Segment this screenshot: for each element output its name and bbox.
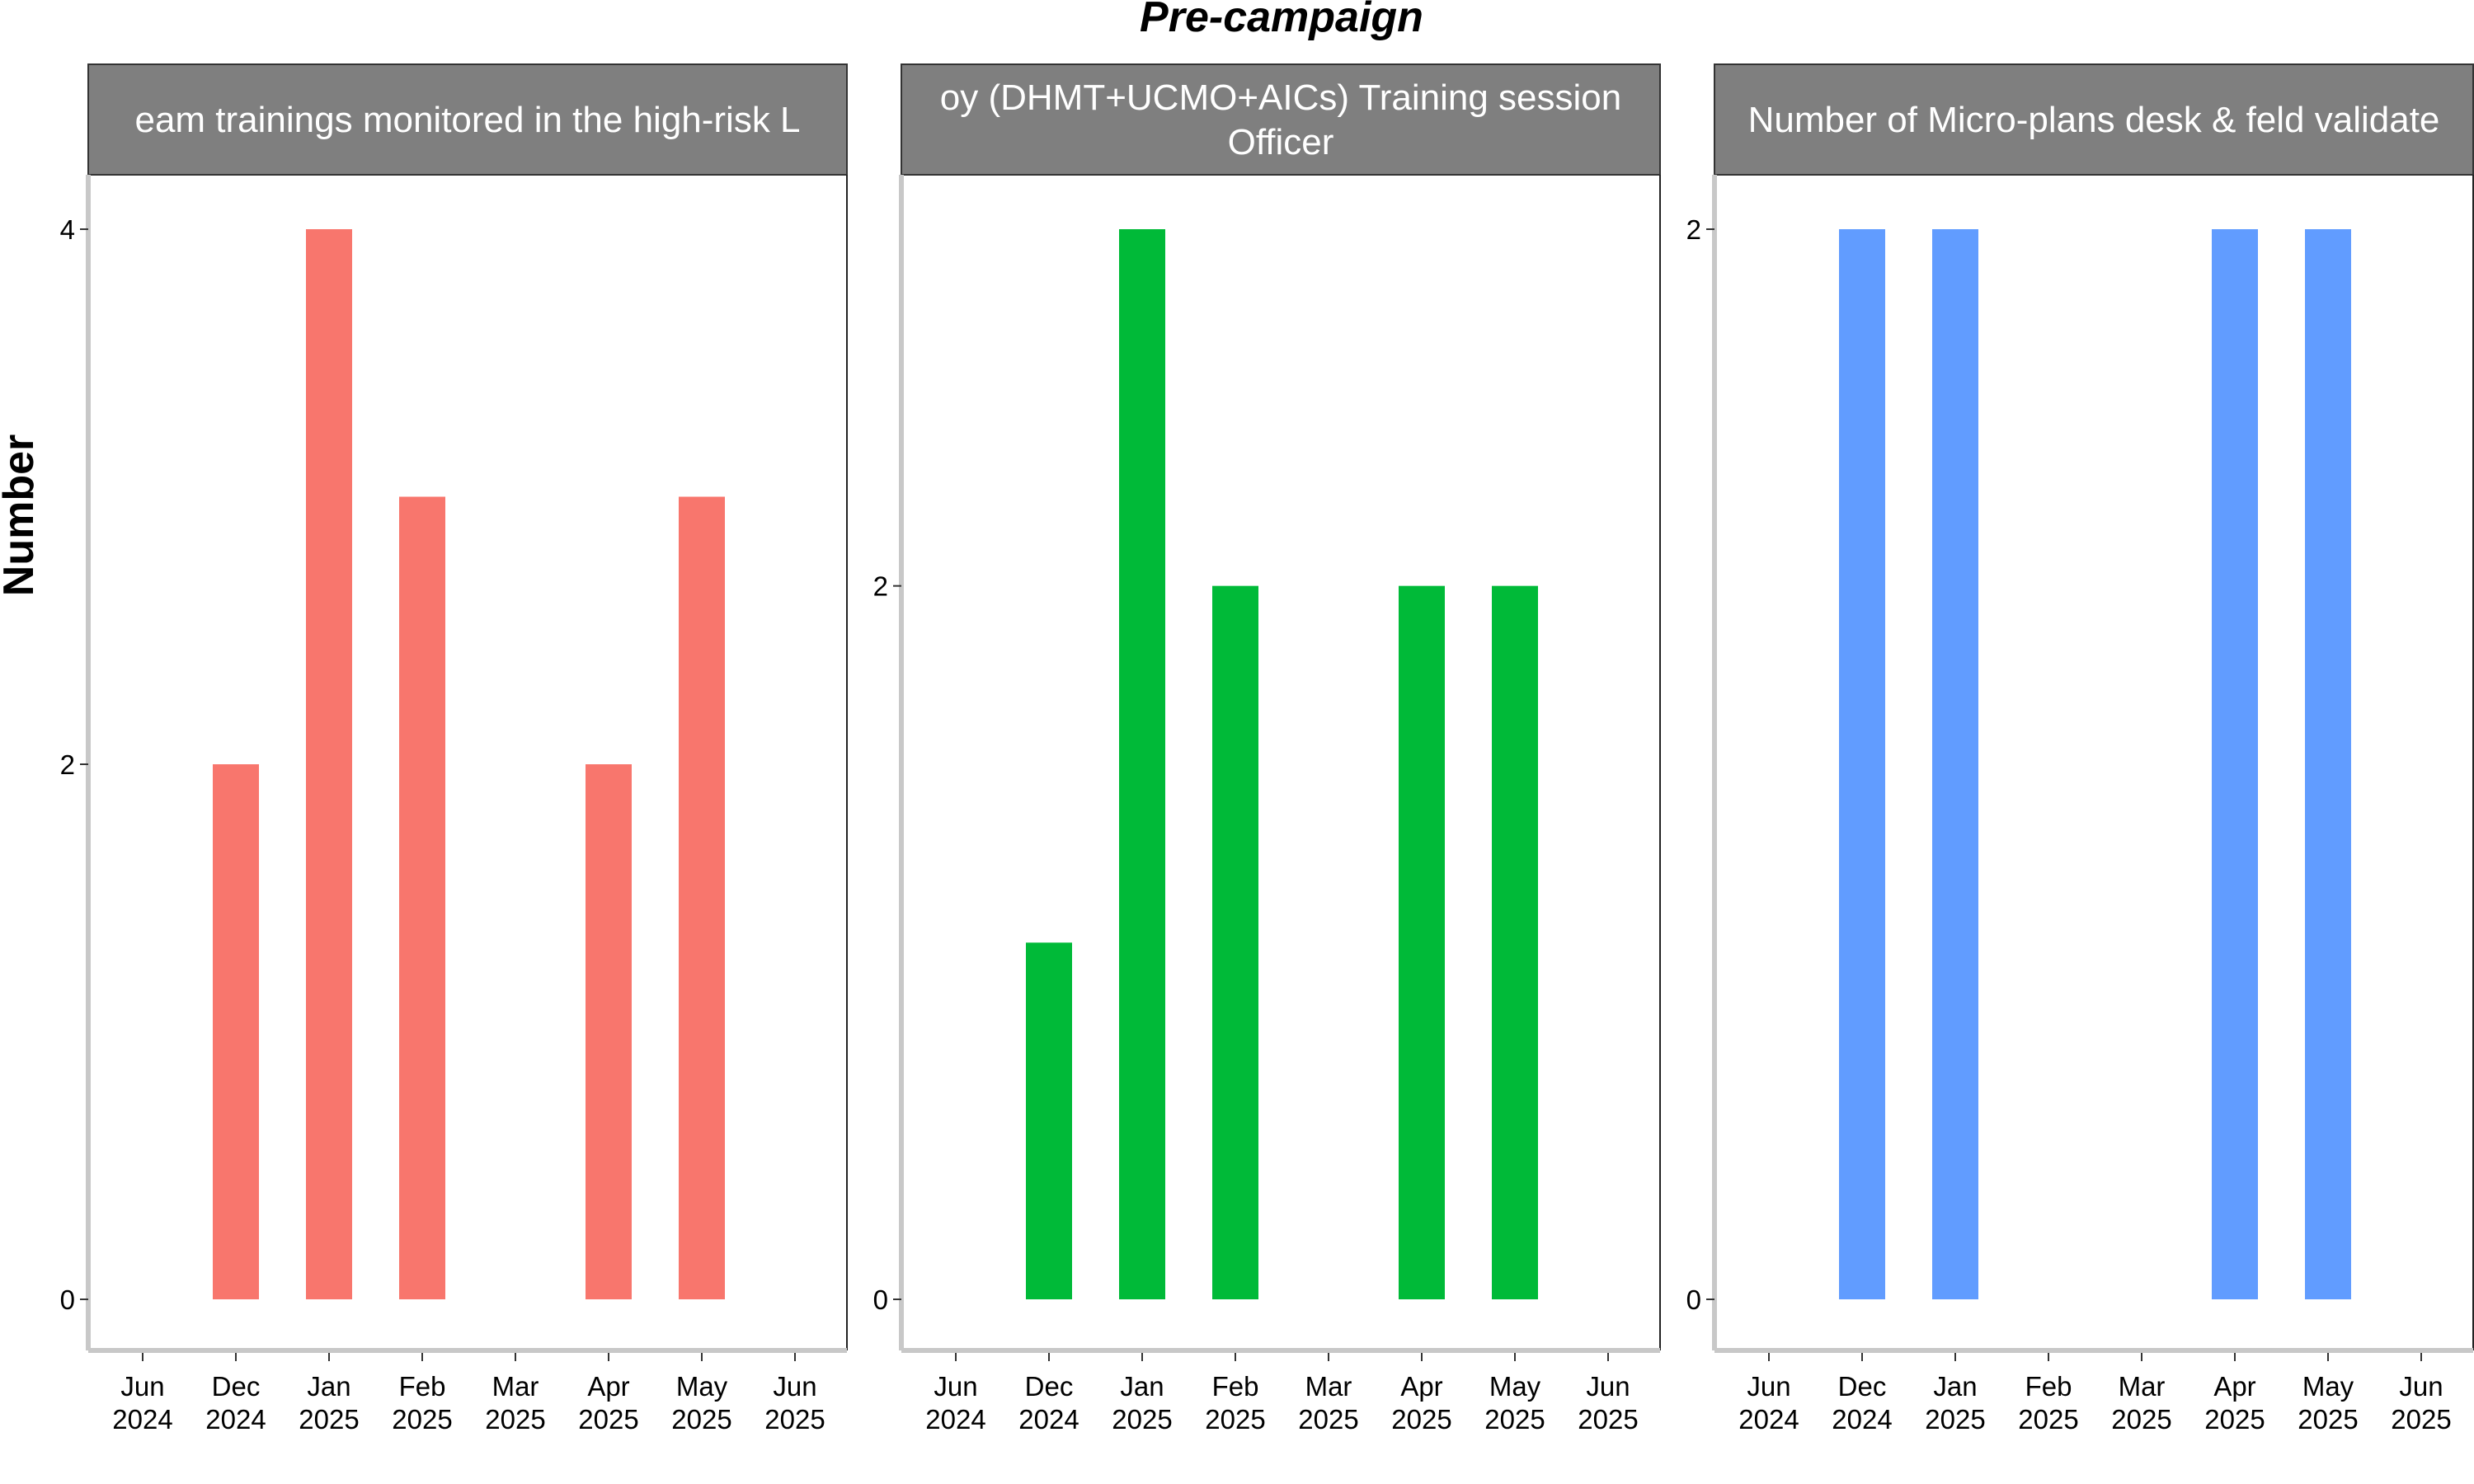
y-tick-label: 0 [873,1284,888,1315]
x-tick-label: Jun 2024 [1738,1371,1799,1435]
x-tick-label: Jun 2024 [112,1371,172,1435]
facet-panel-1: eam trainings monitored in the high-risk… [60,63,848,1435]
bar [1932,229,1978,1299]
bar [1399,585,1445,1299]
x-tick-label: Jun 2024 [925,1371,985,1435]
x-tick-label: Mar 2025 [2111,1371,2171,1435]
facet-strip-label: Number of Micro-plans desk & feld valida… [1748,100,2440,140]
x-tick-label: Feb 2025 [1205,1371,1265,1435]
bar [586,764,632,1299]
facet-panel-3: Number of Micro-plans desk & feld valida… [1686,63,2474,1435]
x-tick-label: Apr 2025 [1391,1371,1451,1435]
y-tick-label: 2 [1686,214,1701,245]
y-tick-label: 2 [60,749,75,780]
y-tick-label: 4 [60,214,75,245]
bar [2212,229,2258,1299]
bar [1026,942,1072,1299]
x-tick-label: Dec 2024 [1832,1371,1892,1435]
bar [2305,229,2351,1299]
bar [1212,585,1258,1299]
y-axis-label: Number [0,434,43,596]
x-tick-label: Mar 2025 [485,1371,545,1435]
facet-panels: eam trainings monitored in the high-risk… [60,63,2474,1435]
bar [399,496,445,1299]
bar [1119,229,1165,1299]
facet-strip-label: eam trainings monitored in the high-risk… [134,100,800,140]
chart-title: Pre-campaign [1140,0,1423,41]
bar [679,496,725,1299]
x-tick-label: Dec 2024 [205,1371,266,1435]
x-tick-label: Jan 2025 [1925,1371,1985,1435]
x-tick-label: Jun 2025 [764,1371,825,1435]
bar [306,229,352,1299]
x-tick-label: May 2025 [671,1371,731,1435]
facet-strip [87,63,848,176]
facet-panel-2: oy (DHMT+UCMO+AICs) Training sessionOffi… [873,63,1661,1435]
x-tick-label: Jan 2025 [1112,1371,1172,1435]
bar [213,764,259,1299]
y-tick-label: 0 [1686,1284,1701,1315]
x-tick-label: Jun 2025 [2391,1371,2451,1435]
y-tick-label: 2 [873,571,888,602]
x-tick-label: Feb 2025 [392,1371,452,1435]
facet-strip [901,63,1661,176]
facet-strip [1714,63,2474,176]
x-tick-label: Jan 2025 [299,1371,359,1435]
x-tick-label: May 2025 [1484,1371,1545,1435]
x-tick-label: Apr 2025 [2204,1371,2265,1435]
bar [1839,229,1885,1299]
x-tick-label: May 2025 [2298,1371,2358,1435]
x-tick-label: Mar 2025 [1298,1371,1358,1435]
x-tick-label: Dec 2024 [1018,1371,1079,1435]
bar [1492,585,1538,1299]
x-tick-label: Apr 2025 [578,1371,638,1435]
x-tick-label: Jun 2025 [1578,1371,1638,1435]
y-tick-label: 0 [60,1284,75,1315]
facet-strip-label: oy (DHMT+UCMO+AICs) Training session [940,77,1621,118]
facet-strip-label: Officer [1228,122,1334,162]
x-tick-label: Feb 2025 [2018,1371,2078,1435]
